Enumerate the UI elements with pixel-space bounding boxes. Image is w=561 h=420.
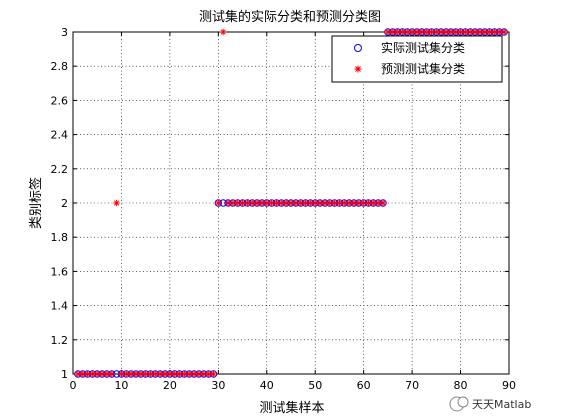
- y-tick-label: 1: [61, 368, 68, 381]
- y-tick-label: 2.2: [51, 163, 69, 176]
- predicted-point: [413, 28, 421, 36]
- predicted-point: [239, 199, 246, 207]
- x-tick-label: 70: [405, 379, 419, 392]
- predicted-point: [379, 199, 387, 207]
- y-tick-labels: 1 1.2 1.4 1.6 1.8 2 2.2 2.4 2.6 2.8 3: [51, 26, 69, 381]
- x-tick-labels: 0 10 20 30 40 50 60 70 80 90: [70, 379, 517, 392]
- y-tick-label: 1.6: [51, 265, 69, 278]
- wechat-logo-bubble-icon: [457, 396, 469, 408]
- predicted-point: [389, 28, 396, 36]
- predicted-point: [152, 370, 159, 378]
- y-tick-label: 2: [61, 197, 68, 210]
- watermark-text: 天天Matlab: [472, 398, 531, 411]
- x-tick-label: 40: [260, 379, 274, 392]
- predicted-point: [127, 370, 135, 378]
- legend-star-marker: [354, 65, 362, 73]
- predicted-point: [321, 199, 329, 207]
- predicted-point: [215, 199, 222, 207]
- predicted-point: [210, 370, 217, 378]
- predicted-point: [355, 199, 363, 207]
- predicted-point: [312, 199, 319, 207]
- predicted-point: [219, 28, 227, 36]
- y-tick-label: 2.8: [51, 60, 69, 73]
- legend-label-actual: 实际测试集分类: [381, 40, 465, 55]
- series-predicted-markers: [74, 28, 508, 378]
- predicted-point: [399, 28, 406, 36]
- predicted-point: [302, 199, 309, 207]
- predicted-point: [297, 199, 304, 207]
- predicted-point: [113, 199, 120, 207]
- x-axis-title: 测试集样本: [259, 400, 324, 416]
- y-tick-label: 3: [61, 26, 68, 39]
- x-tick-label: 10: [114, 379, 128, 392]
- x-tick-label: 80: [454, 379, 468, 392]
- predicted-point: [404, 28, 411, 36]
- predicted-point: [360, 199, 367, 207]
- x-tick-label: 90: [502, 379, 516, 392]
- x-tick-label: 20: [163, 379, 177, 392]
- x-tick-label: 30: [211, 379, 225, 392]
- y-tick-label: 1.8: [51, 231, 69, 244]
- predicted-point: [481, 28, 488, 36]
- legend: 实际测试集分类 预测测试集分类: [331, 35, 503, 83]
- predicted-point: [341, 199, 348, 207]
- y-tick-label: 2.6: [51, 94, 69, 107]
- legend-marker-star-icon: [354, 65, 362, 73]
- predicted-point: [249, 199, 256, 207]
- y-tick-label: 1.2: [51, 334, 69, 347]
- predicted-point: [467, 28, 474, 36]
- x-tick-label: 0: [70, 379, 77, 392]
- predicted-point: [224, 199, 232, 207]
- chart-title: 测试集的实际分类和预测分类图: [199, 9, 381, 25]
- x-tick-label: 60: [357, 379, 371, 392]
- predicted-point: [500, 28, 508, 36]
- predicted-point: [200, 370, 207, 378]
- legend-circle-marker: [354, 44, 362, 52]
- y-tick-label: 1.4: [51, 300, 69, 313]
- predicted-point: [103, 370, 111, 378]
- x-tick-label: 50: [308, 379, 322, 392]
- legend-marker-circle-icon: [354, 44, 362, 52]
- y-axis-title: 类别标签: [28, 177, 44, 229]
- watermark: 天天Matlab: [449, 396, 531, 412]
- predicted-point: [108, 370, 115, 378]
- legend-box: [331, 35, 503, 83]
- legend-label-predicted: 预测测试集分类: [381, 61, 465, 76]
- y-tick-label: 2.4: [51, 129, 69, 142]
- predicted-point: [147, 370, 154, 378]
- predicted-point: [278, 199, 285, 207]
